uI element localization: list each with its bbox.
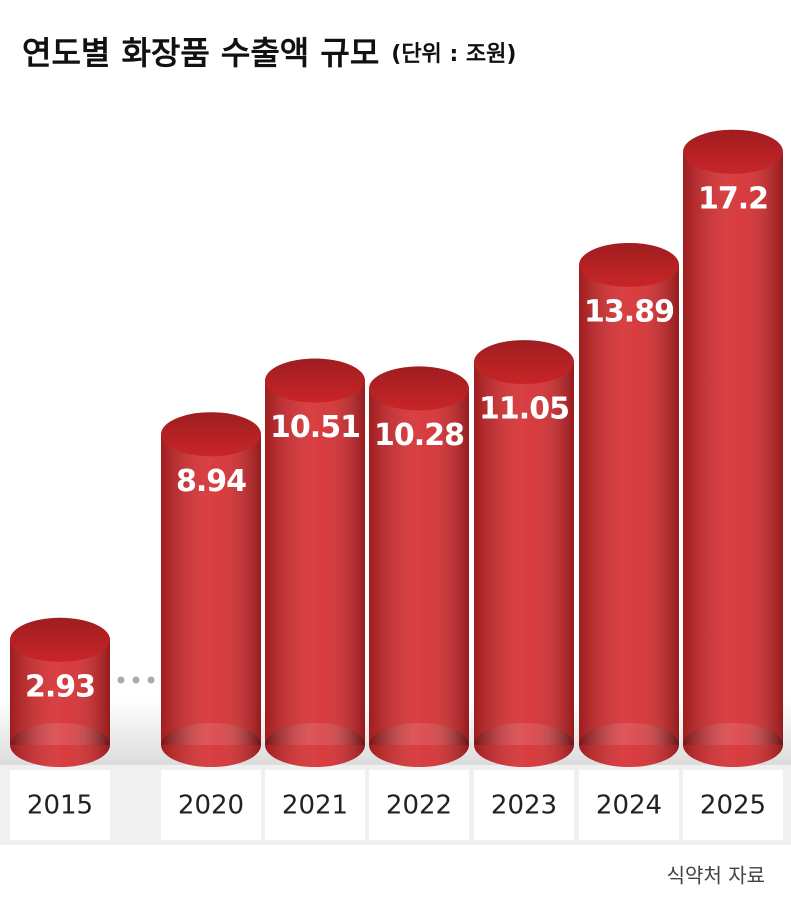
- bar-bottom-shade: [161, 723, 261, 767]
- bar-top-shade: [10, 617, 110, 662]
- value-label: 2.93: [25, 669, 95, 704]
- value-label: 8.94: [176, 464, 246, 499]
- subtitle: (단위 : 조원): [391, 42, 516, 67]
- category-box: [474, 770, 574, 840]
- value-label: 13.89: [584, 294, 674, 329]
- bar-top-shade: [161, 412, 261, 457]
- bar-bottom-shade: [10, 723, 110, 767]
- x-tick-label: 2024: [596, 791, 662, 821]
- bar-shade: [265, 380, 365, 745]
- category-box: [265, 770, 365, 840]
- value-label: 11.05: [479, 392, 569, 427]
- bar-bottom-shade: [369, 723, 469, 767]
- bar-bottom-shade: [265, 723, 365, 767]
- bar-top-shade: [265, 358, 365, 403]
- category-box: [10, 770, 110, 840]
- value-label: 17.2: [698, 181, 768, 216]
- bar-top-shade: [474, 340, 574, 385]
- x-tick-label: 2025: [700, 791, 766, 821]
- bar-shade: [683, 151, 783, 745]
- category-box: [579, 770, 679, 840]
- bar-top-shade: [683, 129, 783, 174]
- value-label: 10.51: [270, 410, 360, 445]
- bar-shade: [579, 264, 679, 745]
- bar-bottom-shade: [683, 723, 783, 767]
- bar-top-shade: [369, 366, 469, 411]
- x-tick-label: 2021: [282, 791, 348, 821]
- category-box: [369, 770, 469, 840]
- bar-top-shade: [579, 242, 679, 287]
- bar-bottom-shade: [474, 723, 574, 767]
- chart-title: 연도별 화장품 수출액 규모 (단위 : 조원): [22, 34, 516, 72]
- ellipsis-dots: [117, 676, 155, 684]
- x-tick-label: 2020: [178, 791, 244, 821]
- x-tick-label: 2022: [386, 791, 452, 821]
- title: 연도별 화장품 수출액 규모: [22, 34, 379, 72]
- source: 식약처 자료: [667, 864, 765, 888]
- category-box: [161, 770, 261, 840]
- bar-bottom-shade: [579, 723, 679, 767]
- bar-shade: [369, 388, 469, 745]
- bar-shade: [161, 434, 261, 745]
- bar-shade: [474, 362, 574, 745]
- x-tick-label: 2015: [27, 791, 93, 821]
- x-tick-label: 2023: [491, 791, 557, 821]
- category-box: [683, 770, 783, 840]
- value-label: 10.28: [374, 418, 464, 453]
